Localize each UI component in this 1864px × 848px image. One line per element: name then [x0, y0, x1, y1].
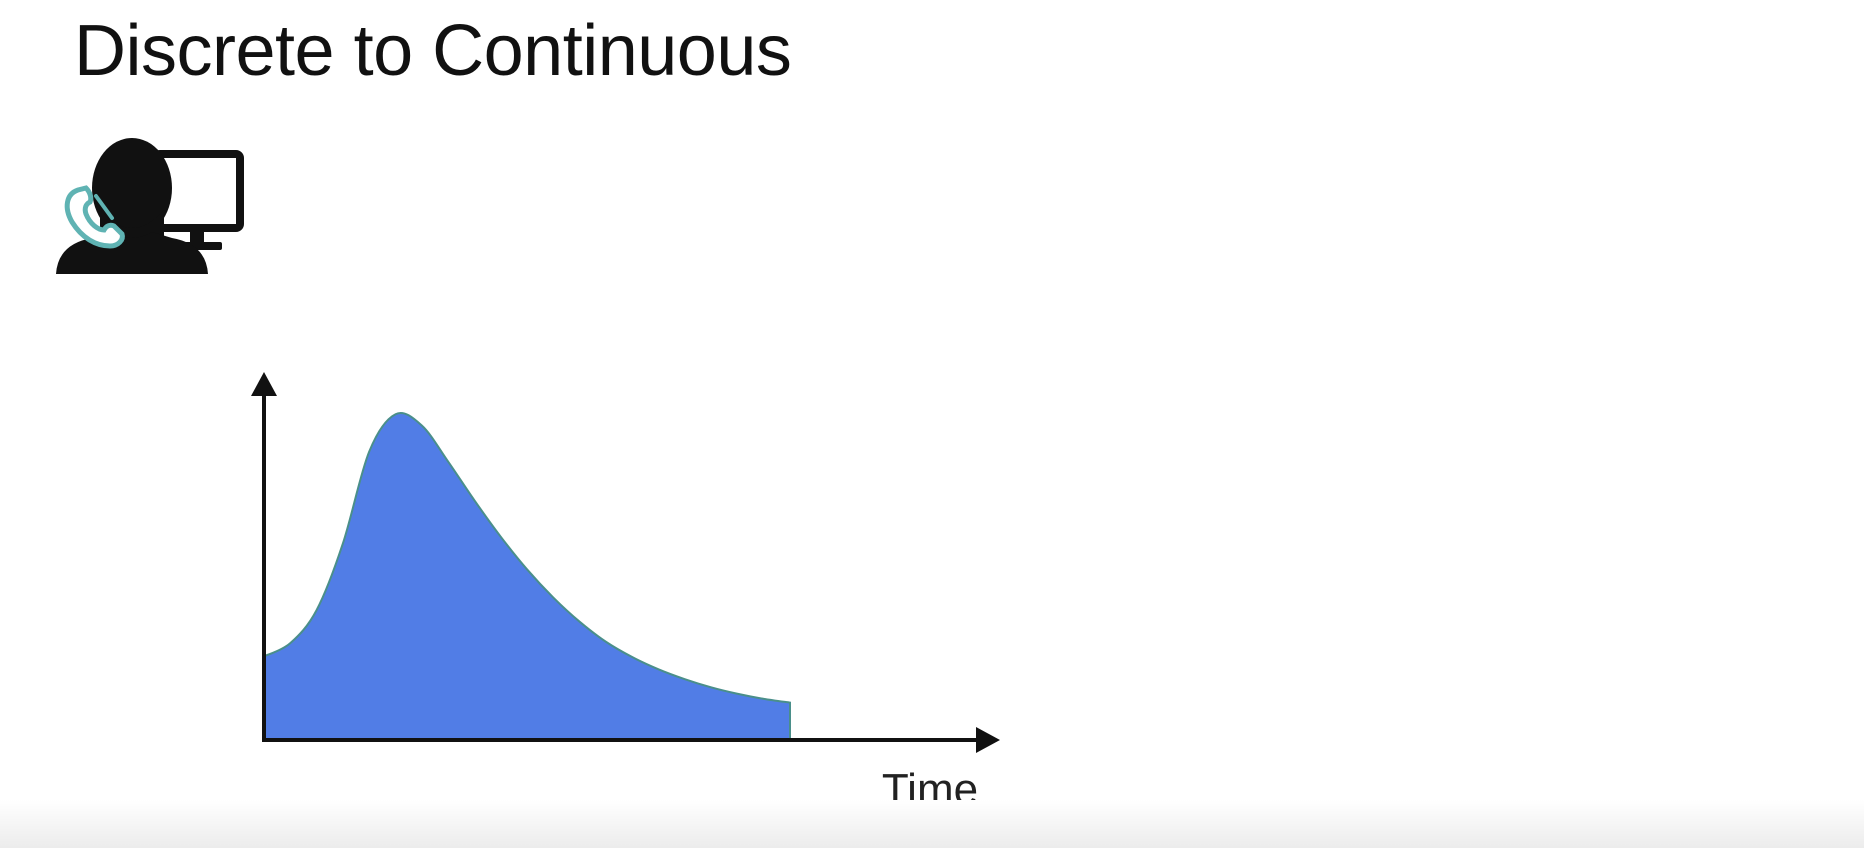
bottom-bar [0, 800, 1864, 848]
call-center-agent-icon [52, 130, 248, 276]
area-fill [263, 412, 791, 741]
x-axis-arrow [976, 727, 1000, 753]
phone-handset-icon [64, 185, 125, 249]
agent-illustration [56, 138, 244, 274]
slide-title: Discrete to Continuous [74, 11, 792, 91]
y-axis-arrow [251, 372, 277, 396]
